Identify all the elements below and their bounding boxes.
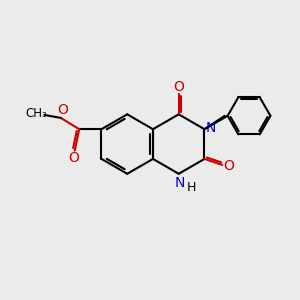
- Text: N: N: [206, 121, 216, 135]
- Text: O: O: [57, 103, 68, 117]
- Text: CH₃: CH₃: [25, 107, 47, 120]
- Text: N: N: [175, 176, 185, 190]
- Text: H: H: [187, 181, 196, 194]
- Text: O: O: [173, 80, 184, 94]
- Text: O: O: [224, 159, 234, 173]
- Text: O: O: [68, 151, 79, 165]
